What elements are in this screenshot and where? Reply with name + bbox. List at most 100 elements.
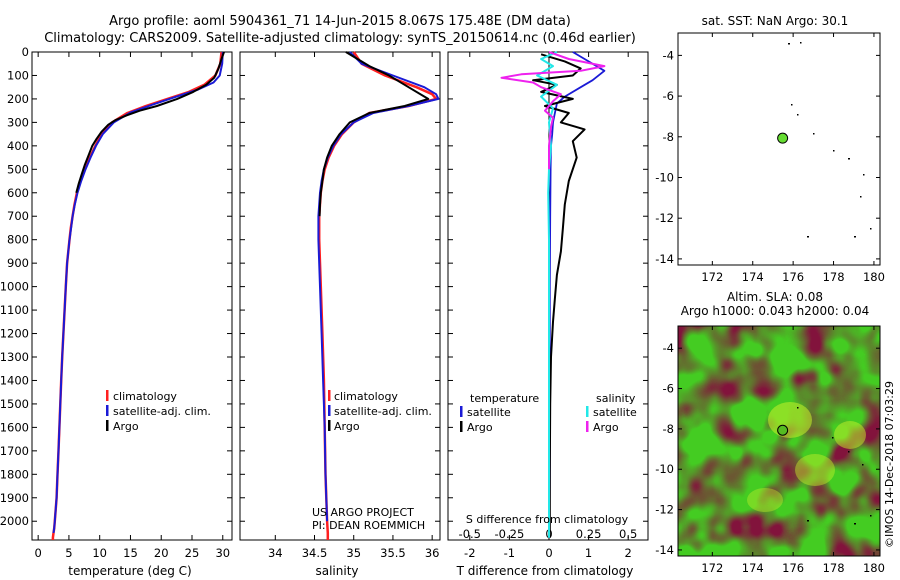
s-difference-xlabel: S difference from climatology [466, 513, 629, 526]
map-lat-label: -14 [655, 543, 674, 557]
map-lat-label: -6 [663, 89, 674, 103]
legend-s-satellite-swatch [586, 406, 589, 417]
salinity-legend: climatology satellite-adj. clim. Argo [328, 390, 432, 433]
difference-legend: temperature satellite Argo salinity sate… [460, 392, 637, 434]
difference-plot-frame [447, 51, 649, 541]
depth-tick-label: 600 [7, 186, 29, 200]
x-tick-label: 34 [268, 546, 283, 560]
salinity-axis: 34 34.5 35 35.5 36 [268, 52, 440, 560]
x-tick-label: 35 [346, 546, 361, 560]
series-line-salinity-satellite [536, 51, 558, 538]
depth-tick-label: 1400 [0, 373, 29, 387]
s-difference-axis: -0.5-0.2500.250.5 [459, 527, 638, 541]
sla-map-islands [797, 407, 872, 525]
x-tick-label: 0 [545, 546, 552, 560]
legend-argo-swatch [328, 420, 331, 431]
temperature-panel: 0100200300400500600700800900100011001200… [0, 45, 648, 578]
legend-argo-label: Argo [334, 420, 360, 433]
x-tick-label: 36 [425, 546, 440, 560]
map-lon-label: 172 [701, 561, 723, 575]
map-lon-label: 176 [782, 270, 804, 284]
depth-tick-label: 500 [7, 162, 29, 176]
map-lat-label: -6 [663, 382, 674, 396]
map-lat-label: -4 [663, 341, 674, 355]
temperature-xlabel: temperature (deg C) [68, 564, 191, 578]
salinity-series [317, 51, 440, 540]
legend-argo-swatch [106, 420, 109, 431]
map-lat-label: -10 [655, 170, 674, 184]
x-tick-label: 15 [123, 546, 138, 560]
series-line-temperature-satellite [548, 51, 606, 538]
depth-tick-label: 1800 [0, 467, 29, 481]
depth-tick-label: 1500 [0, 397, 29, 411]
series-line-satellite-adj-clim- [52, 51, 224, 534]
depth-tick-label: 1900 [0, 491, 29, 505]
t-difference-xlabel: T difference from climatology [456, 564, 634, 578]
map-lon-label: 180 [863, 270, 885, 284]
sst-map-title: sat. SST: NaN Argo: 30.1 [702, 14, 849, 28]
legend-temperature-heading: temperature [470, 392, 539, 405]
legend-t-satellite-label: satellite [467, 406, 511, 419]
pi-credit: PI: DEAN ROEMMICH [312, 519, 425, 532]
depth-tick-label: 1300 [0, 350, 29, 364]
timestamp-credit: ©IMOS 14-Dec-2018 07:03:29 [883, 381, 896, 548]
sst-map-panel: 172 174 176 178 180 -4 -6 -8 -10 -12 -14 [655, 32, 885, 284]
map-lon-label: 176 [782, 561, 804, 575]
legend-argo-label: Argo [113, 420, 139, 433]
map-lon-label: 172 [701, 270, 723, 284]
map-lon-label: 174 [742, 561, 764, 575]
legend-climatology-label: climatology [334, 390, 398, 403]
map-lat-label: -12 [655, 503, 674, 517]
series-line-argo [75, 51, 225, 194]
legend-t-argo-swatch [460, 421, 463, 432]
sst-map-axes: 172 174 176 178 180 -4 -6 -8 -10 -12 -14 [655, 33, 885, 284]
project-credit: US ARGO PROJECT [312, 506, 414, 519]
legend-s-argo-label: Argo [593, 421, 619, 434]
map-lat-label: -8 [663, 130, 674, 144]
salinity-xlabel: salinity [315, 564, 358, 578]
depth-tick-label: 1700 [0, 444, 29, 458]
depth-tick-label: 1200 [0, 327, 29, 341]
map-lat-label: -4 [663, 48, 674, 62]
depth-tick-label: 0 [22, 45, 29, 59]
s-difference-tick-label: -0.25 [495, 527, 525, 541]
depth-tick-label: 1100 [0, 303, 29, 317]
legend-s-argo-swatch [586, 421, 589, 432]
salinity-plot-frame [239, 51, 441, 541]
legend-climatology-label: climatology [113, 390, 177, 403]
legend-t-argo-label: Argo [467, 421, 493, 434]
sla-map-frame [677, 325, 881, 557]
difference-panel: -2 -1 0 1 2 -0.5 -0.25 0 0.25 0.5 S difference f… [447, 51, 649, 578]
sla-map-axes: 172 174 176 178 180 -4 -6 -8 -10 -12 -14 [655, 326, 885, 575]
series-line-salinity-argo [500, 51, 606, 170]
temperature-plot-frame [31, 51, 233, 541]
legend-salinity-heading: salinity [596, 392, 636, 405]
sla-map-subtitle: Argo h1000: 0.043 h2000: 0.04 [681, 304, 870, 318]
x-tick-label: 2 [625, 546, 632, 560]
depth-tick-label: 200 [7, 92, 29, 106]
legend-satellite-swatch [106, 405, 109, 416]
map-lat-label: -12 [655, 211, 674, 225]
s-difference-tick-label: -0.5 [459, 527, 481, 541]
profile-location-marker [777, 424, 789, 436]
temperature-legend: climatology satellite-adj. clim. Argo [106, 390, 211, 433]
depth-tick-label: 300 [7, 115, 29, 129]
depth-tick-label: 1000 [0, 280, 29, 294]
legend-satellite-swatch [328, 405, 331, 416]
x-tick-label: 25 [185, 546, 200, 560]
sst-map-islands [788, 42, 872, 238]
sst-map-frame [677, 32, 881, 266]
t-difference-axis: -2 -1 0 1 2 [464, 52, 632, 560]
difference-series [500, 51, 606, 540]
s-difference-tick-label: 0.5 [619, 527, 637, 541]
series-line-climatology [51, 51, 223, 540]
legend-s-satellite-label: satellite [593, 406, 637, 419]
map-lon-label: 178 [823, 561, 845, 575]
series-line-climatology [317, 51, 438, 540]
sla-map-anomalies [678, 326, 880, 556]
map-lon-label: 178 [823, 270, 845, 284]
series-line-satellite-adj-clim- [317, 51, 440, 522]
x-tick-label: 10 [92, 546, 107, 560]
series-line-temperature-argo [532, 53, 586, 538]
